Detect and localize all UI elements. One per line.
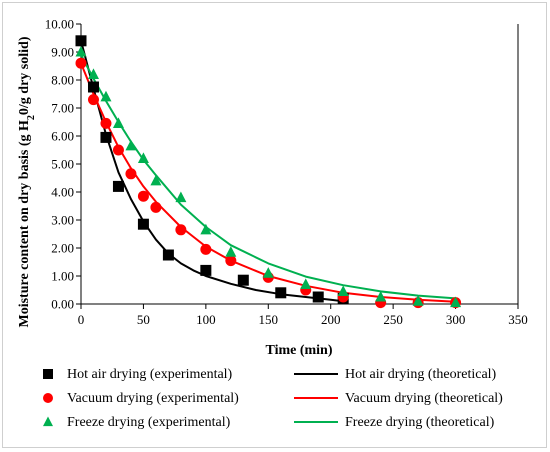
data-point-vacuum-drying-experimental xyxy=(87,94,99,106)
x-tick-label: 300 xyxy=(446,312,466,327)
data-point-freeze-drying-experimental xyxy=(300,278,312,289)
series-line-hot-air-drying-theoretical xyxy=(80,40,344,303)
x-tick-label: 350 xyxy=(508,312,528,327)
x-tick-label: 200 xyxy=(321,312,341,327)
y-tick-label: 6.00 xyxy=(51,129,74,144)
x-tick-label: 0 xyxy=(78,312,85,327)
series-line-freeze-drying-theoretical xyxy=(80,54,456,300)
series-line-vacuum-drying-theoretical xyxy=(80,62,456,303)
data-point-freeze-drying-experimental xyxy=(125,139,137,151)
data-point-freeze-drying-experimental xyxy=(200,223,212,235)
legend-label-freeze-drying-theoretical: Freeze drying (theoretical) xyxy=(345,415,495,430)
y-axis-label: Moisture content on dry basis (g H20/g d… xyxy=(17,36,37,327)
legend: Hot air drying (experimental) Hot air dry… xyxy=(43,367,503,430)
data-point-freeze-drying-experimental xyxy=(112,117,124,128)
legend-label-freeze-drying-experimental: Freeze drying (experimental) xyxy=(67,415,231,430)
data-point-hot-air-drying-experimental xyxy=(112,180,124,192)
data-point-freeze-drying-experimental xyxy=(75,45,87,57)
data-point-hot-air-drying-experimental xyxy=(237,274,249,286)
curves xyxy=(80,40,456,303)
data-point-freeze-drying-experimental xyxy=(100,90,112,102)
y-tick-label: 7.00 xyxy=(51,101,74,116)
x-tick-label: 250 xyxy=(383,312,403,327)
data-point-hot-air-drying-experimental xyxy=(312,291,324,303)
legend-label-vacuum-drying-experimental: Vacuum drying (experimental) xyxy=(67,391,239,406)
data-point-freeze-drying-experimental xyxy=(262,267,274,278)
data-point-freeze-drying-experimental xyxy=(450,296,462,308)
data-point-vacuum-drying-experimental xyxy=(150,201,162,213)
y-tick-label: 1.00 xyxy=(51,269,74,284)
y-tick-label: 2.00 xyxy=(51,241,74,256)
data-point-freeze-drying-experimental xyxy=(87,68,99,79)
data-point-vacuum-drying-experimental xyxy=(100,117,112,129)
data-point-freeze-drying-experimental xyxy=(375,290,387,302)
markers xyxy=(75,35,462,309)
data-point-vacuum-drying-experimental xyxy=(112,144,124,156)
y-tick-label: 10.00 xyxy=(45,17,74,32)
data-point-vacuum-drying-experimental xyxy=(125,168,137,180)
legend-swatch-freeze-drying-experimental xyxy=(43,416,53,427)
y-tick-label: 4.00 xyxy=(51,185,74,200)
legend-label-hot-air-drying-experimental: Hot air drying (experimental) xyxy=(67,367,233,382)
data-point-hot-air-drying-experimental xyxy=(75,35,87,47)
legend-label-vacuum-drying-theoretical: Vacuum drying (theoretical) xyxy=(345,391,503,406)
legend-swatch-vacuum-drying-experimental xyxy=(43,393,53,403)
x-tick-label: 50 xyxy=(137,312,150,327)
y-tick-label: 3.00 xyxy=(51,213,74,228)
y-tick-label: 8.00 xyxy=(51,73,74,88)
data-point-hot-air-drying-experimental xyxy=(87,81,99,93)
data-point-hot-air-drying-experimental xyxy=(100,131,112,143)
data-point-hot-air-drying-experimental xyxy=(137,218,149,230)
axes: 0.00 1.00 2.00 3.00 4.00 5.00 6.00 7.00 8.00 9.00… xyxy=(45,17,528,328)
data-point-freeze-drying-experimental xyxy=(137,152,149,163)
y-tick-label: 5.00 xyxy=(51,157,74,172)
data-point-hot-air-drying-experimental xyxy=(200,264,212,276)
y-tick-label: 9.00 xyxy=(51,45,74,60)
data-point-freeze-drying-experimental xyxy=(225,246,237,257)
data-point-vacuum-drying-experimental xyxy=(200,243,212,255)
data-point-freeze-drying-experimental xyxy=(150,174,162,186)
legend-swatch-hot-air-drying-experimental xyxy=(43,369,53,379)
data-point-vacuum-drying-experimental xyxy=(75,57,87,69)
data-point-vacuum-drying-experimental xyxy=(137,190,149,202)
data-point-vacuum-drying-experimental xyxy=(175,224,187,236)
data-point-vacuum-drying-experimental xyxy=(225,255,237,267)
data-point-hot-air-drying-experimental xyxy=(162,249,174,261)
y-tick-label: 0.00 xyxy=(51,297,74,312)
legend-label-hot-air-drying-theoretical: Hot air drying (theoretical) xyxy=(345,367,497,382)
x-tick-label: 150 xyxy=(259,312,279,327)
x-tick-label: 100 xyxy=(196,312,216,327)
data-point-freeze-drying-experimental xyxy=(412,295,424,306)
data-point-freeze-drying-experimental xyxy=(337,285,349,296)
data-point-hot-air-drying-experimental xyxy=(275,287,287,299)
x-axis-label: Time (min) xyxy=(265,343,332,358)
data-point-freeze-drying-experimental xyxy=(175,191,187,203)
